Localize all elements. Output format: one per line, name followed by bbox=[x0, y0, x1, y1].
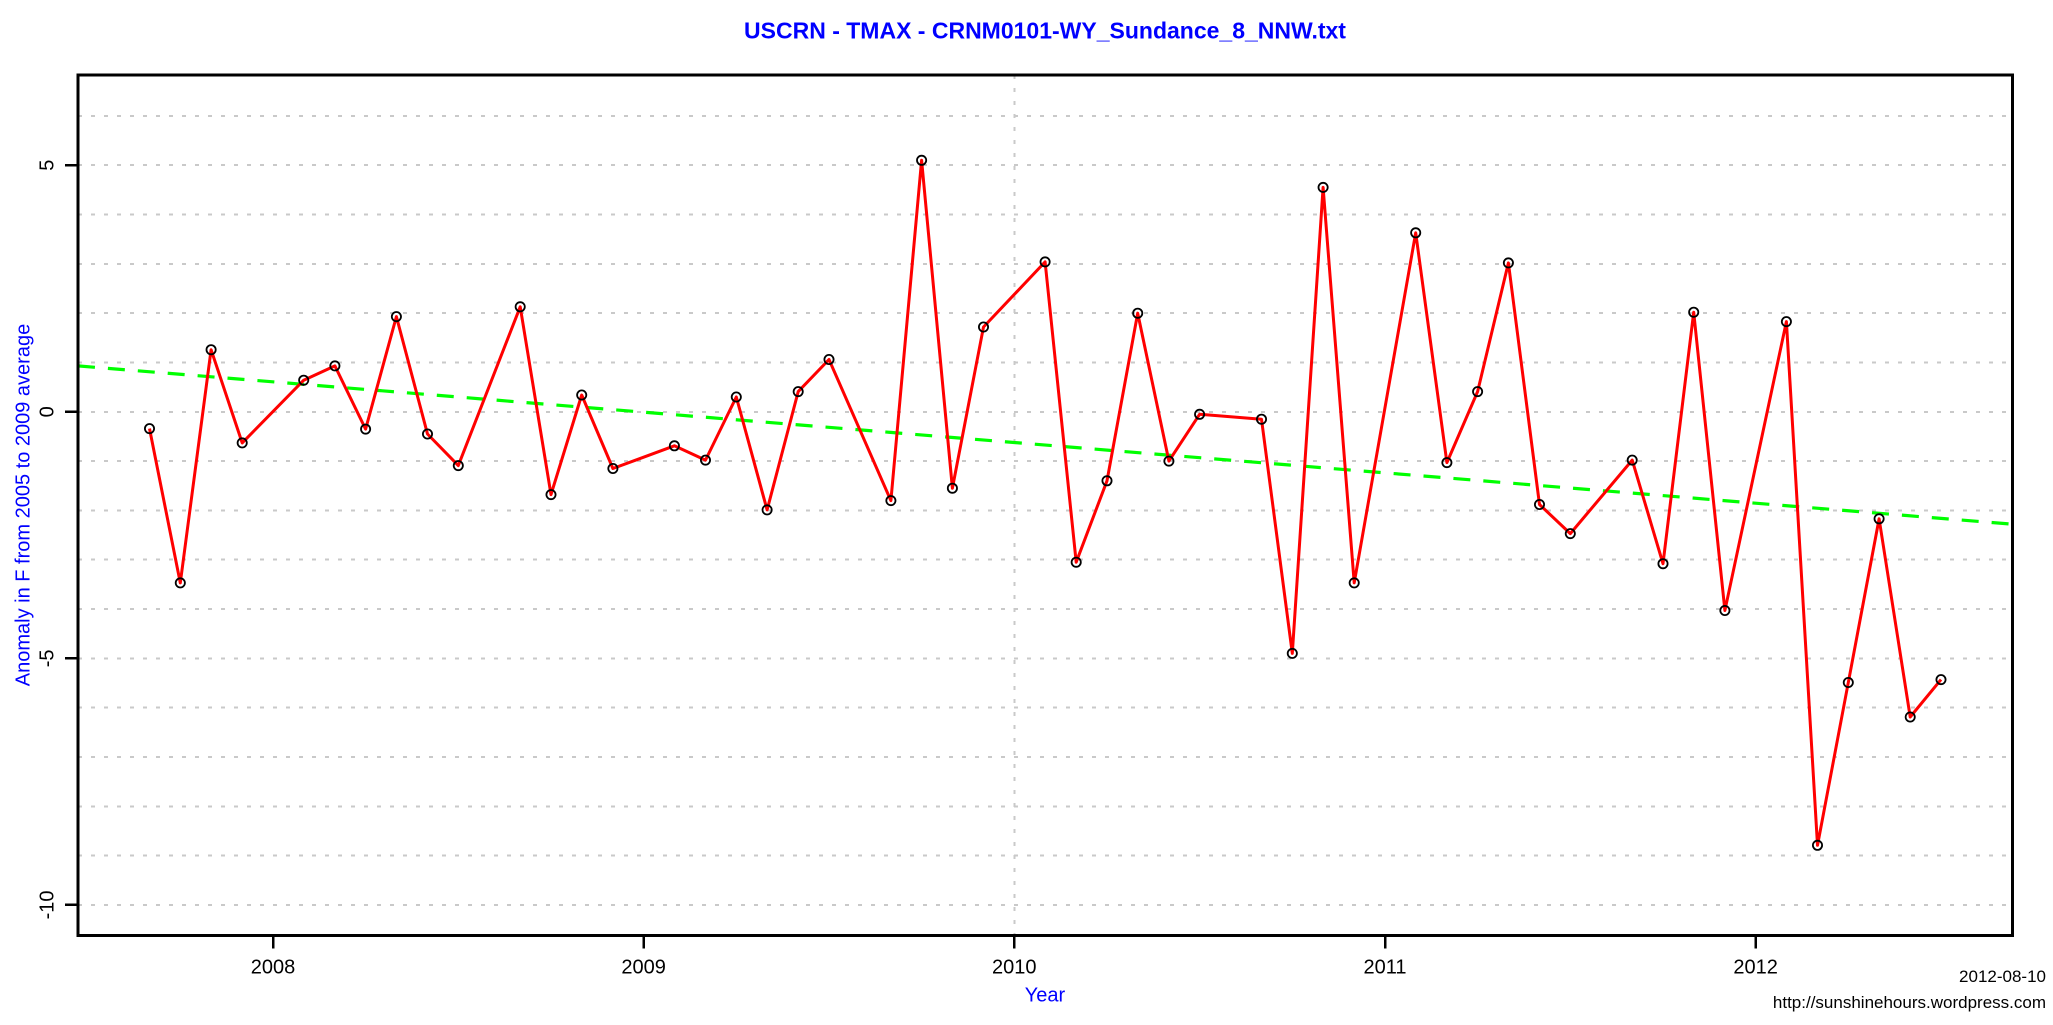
data-point: 2009-12: 1.72 bbox=[978, 321, 990, 333]
x-tick-label: 2012 bbox=[1733, 957, 1778, 979]
series-line bbox=[148, 158, 1943, 847]
data-point: 2010-04: -1.4 bbox=[1101, 475, 1113, 487]
x-tick-label: 2009 bbox=[621, 957, 666, 979]
data-point: 2010-10: -4.9 bbox=[1286, 647, 1298, 659]
data-point: 2009-11: -1.55 bbox=[946, 482, 958, 494]
data-point: 2011-03: -1.03 bbox=[1441, 457, 1453, 469]
data-point: 2007-11: 1.26 bbox=[205, 344, 217, 356]
data-point: 2008-04: -0.35 bbox=[360, 423, 372, 435]
data-point: 2007-09: -0.34 bbox=[143, 423, 155, 435]
data-point: 2008-05: 1.93 bbox=[390, 311, 402, 323]
data-point: 2008-06: -0.45 bbox=[421, 428, 433, 440]
data-point: 2010-03: -3.05 bbox=[1070, 556, 1082, 568]
data-point: 2011-02: 3.63 bbox=[1410, 227, 1422, 239]
data-point: 2011-07: -2.47 bbox=[1564, 528, 1576, 540]
data-point: 2011-11: 2.02 bbox=[1688, 306, 1700, 318]
data-point: 2009-04: 0.3 bbox=[730, 391, 742, 403]
data-point: 2007-12: -0.63 bbox=[236, 437, 248, 449]
y-tick-label: 5 bbox=[36, 160, 58, 171]
data-point: 2008-10: -1.68 bbox=[545, 489, 557, 501]
data-point: 2012-05: -2.17 bbox=[1873, 513, 1885, 525]
y-axis-title: Anomaly in F from 2005 to 2009 average bbox=[12, 323, 35, 687]
date-stamp: 2012-08-10 bbox=[1959, 967, 2046, 986]
data-point: 2010-09: -0.15 bbox=[1256, 413, 1268, 425]
data-point: 2012-03: -8.79 bbox=[1812, 839, 1824, 851]
data-point: 2010-07: -0.05 bbox=[1194, 408, 1206, 420]
data-point: 2008-12: -1.15 bbox=[607, 462, 619, 474]
data-point: 2012-04: -5.49 bbox=[1842, 677, 1854, 689]
data-point: 2012-06: -6.19 bbox=[1904, 711, 1916, 723]
data-point: 2011-05: 3.02 bbox=[1502, 257, 1514, 269]
y-tick-label: -10 bbox=[36, 890, 58, 919]
data-point: 2010-12: -3.47 bbox=[1348, 577, 1360, 589]
data-point: 2009-05: -1.99 bbox=[761, 504, 773, 516]
data-point: 2011-09: -0.98 bbox=[1626, 454, 1638, 466]
x-tick-label: 2010 bbox=[992, 957, 1037, 979]
data-point: 2011-10: -3.08 bbox=[1657, 558, 1669, 570]
data-point: 2008-09: 2.13 bbox=[514, 301, 526, 313]
data-point: 2010-05: 2 bbox=[1132, 307, 1144, 319]
data-point: 2011-12: -4.03 bbox=[1719, 605, 1731, 617]
chart-title: USCRN - TMAX - CRNM0101-WY_Sundance_8_NN… bbox=[744, 17, 1346, 44]
data-point: 2009-07: 1.06 bbox=[823, 353, 835, 365]
linear-trend bbox=[77, 364, 2013, 526]
data-point: 2009-03: -0.98 bbox=[700, 454, 712, 466]
data-point: 2010-11: 4.55 bbox=[1317, 181, 1329, 193]
x-tick-label: 2008 bbox=[251, 957, 296, 979]
data-point: 2009-02: -0.69 bbox=[668, 440, 680, 452]
data-point: 2012-02: 1.83 bbox=[1780, 316, 1792, 328]
data-point: 2008-02: 0.64 bbox=[298, 374, 310, 386]
data-point: 2007-10: -3.47 bbox=[174, 577, 186, 589]
x-tick-label: 2011 bbox=[1363, 957, 1406, 979]
y-tick-label: 0 bbox=[36, 406, 58, 417]
data-point: 2010-02: 3.04 bbox=[1039, 256, 1051, 268]
data-point: 2011-04: 0.41 bbox=[1472, 386, 1484, 398]
data-point: 2009-10: 5.1 bbox=[916, 154, 928, 166]
data-point: 2008-11: 0.34 bbox=[576, 389, 588, 401]
data-point: 2010-06: -1 bbox=[1163, 455, 1175, 467]
data-point: 2008-03: 0.93 bbox=[329, 360, 341, 372]
y-tick-label: -5 bbox=[36, 650, 58, 668]
x-axis-title: Year bbox=[1024, 984, 1066, 1007]
data-point: 2012-07: -5.43 bbox=[1935, 674, 1947, 686]
source-url: http://sunshinehours.wordpress.com bbox=[1772, 993, 2046, 1012]
axis-box bbox=[76, 73, 2014, 937]
data-point: 2009-06: 0.41 bbox=[792, 386, 804, 398]
data-point: 2008-07: -1.09 bbox=[452, 460, 464, 472]
data-point: 2011-06: -1.88 bbox=[1534, 498, 1546, 510]
data-point: 2009-09: -1.8 bbox=[885, 495, 897, 507]
